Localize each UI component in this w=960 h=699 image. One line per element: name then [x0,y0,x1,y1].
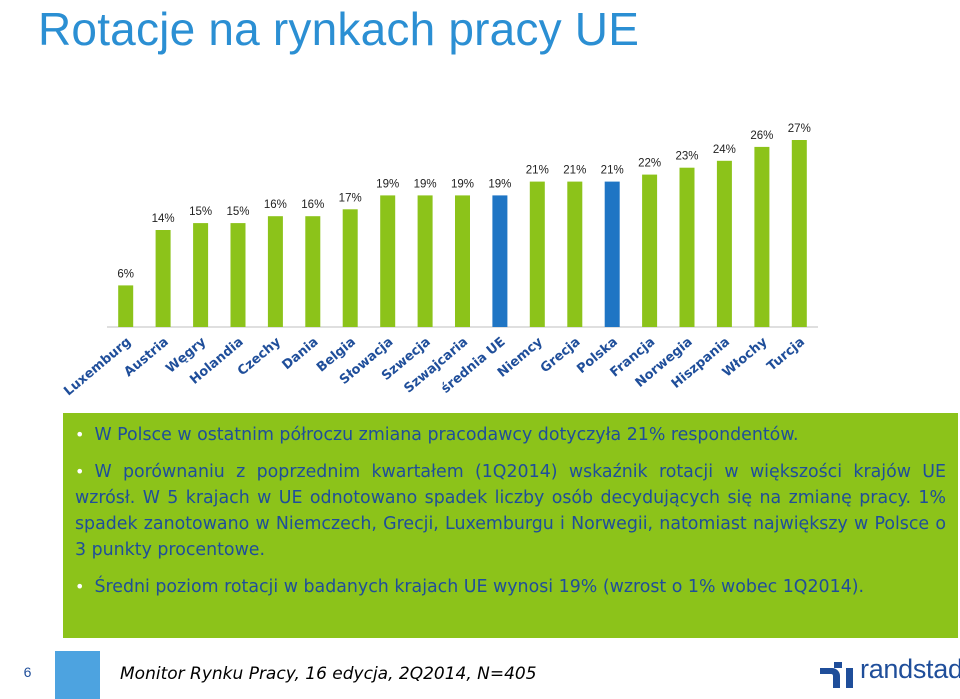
data-label: 19% [414,178,437,190]
data-label: 26% [750,130,773,142]
bar-chart: 6%Luxemburg14%Austria15%Węgry15%Holandia… [61,123,818,399]
page-number: 6 [23,664,32,680]
data-label: 23% [675,151,698,163]
bullet-text: Średni poziom rotacji w badanych krajach… [94,577,865,597]
bar-10 [492,195,508,327]
bar-0 [118,285,134,327]
bullet-dot-icon: • [75,577,85,596]
data-label: 15% [226,206,249,218]
bullet-text: W porównaniu z poprzednim kwartałem (1Q2… [75,462,946,560]
data-label: 27% [788,123,811,135]
category-label: Dania [280,335,322,374]
data-label: 21% [601,165,624,177]
bar-12 [567,181,583,327]
source-note: Monitor Rynku Pracy, 16 edycja, 2Q2014, … [120,664,537,684]
bullet-item: • W porównaniu z poprzednim kwartałem (1Q… [75,459,946,563]
data-label: 6% [117,268,134,280]
bar-15 [679,167,695,327]
category-label: Grecja [538,335,584,377]
page-title: Rotacje na rynkach pracy UE [38,3,640,55]
data-label: 17% [339,192,362,204]
data-label: 16% [264,199,287,211]
data-label: 24% [713,144,736,156]
summary-callout: • W Polsce w ostatnim półroczu zmiana pra… [63,413,958,638]
data-label: 22% [638,158,661,170]
data-label: 15% [189,206,212,218]
bar-9 [455,195,470,327]
bar-6 [342,209,358,327]
data-label: 21% [526,165,549,177]
bullet-dot-icon: • [75,425,85,444]
category-label: Czechy [235,334,284,379]
data-label: 14% [152,213,175,225]
bullet-item: • Średni poziom rotacji w badanych krajac… [75,574,946,600]
bar-13 [604,181,620,327]
bar-1 [155,230,171,327]
data-label: 19% [488,178,511,190]
bar-16 [716,160,732,327]
bar-8 [417,195,433,327]
data-label: 19% [451,178,474,190]
bar-3 [230,223,246,327]
data-label: 21% [563,165,586,177]
randstad-logo-icon [820,662,853,688]
bar-17 [754,146,770,327]
bar-18 [791,140,807,327]
bar-2 [193,223,209,327]
data-label: 16% [301,199,324,211]
category-label: Turcja [764,335,807,375]
bar-5 [305,216,321,327]
footer-accent-block [55,651,100,699]
data-label: 19% [376,178,399,190]
bullet-dot-icon: • [75,462,85,481]
bar-11 [529,181,545,327]
bar-14 [642,174,658,327]
logo-wordmark: randstad [860,654,960,684]
bullet-item: • W Polsce w ostatnim półroczu zmiana pra… [75,422,946,448]
bullet-text: W Polsce w ostatnim półroczu zmiana prac… [94,425,799,445]
bar-7 [380,195,396,327]
bar-4 [267,216,283,327]
